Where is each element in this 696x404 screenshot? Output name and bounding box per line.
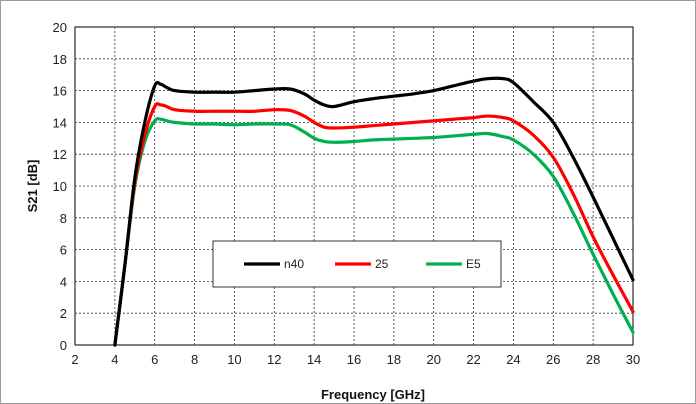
y-tick-label: 10 — [53, 179, 67, 194]
x-tick-label: 24 — [506, 352, 520, 367]
legend-label-25: 25 — [375, 257, 389, 271]
legend-label-n40: n40 — [284, 257, 304, 271]
y-tick-label: 12 — [53, 147, 67, 162]
plot-area — [74, 26, 634, 346]
x-tick-label: 6 — [151, 352, 158, 367]
x-tick-label: 14 — [307, 352, 321, 367]
x-tick-label: 12 — [267, 352, 281, 367]
y-tick-label: 6 — [60, 243, 67, 258]
x-tick-label: 28 — [586, 352, 600, 367]
series-line-25 — [113, 102, 635, 347]
x-tick-label: 22 — [466, 352, 480, 367]
y-tick-label: 4 — [60, 274, 67, 289]
x-tick-labels: 2 4 6 8 10 12 14 16 18 20 22 24 26 28 30 — [71, 352, 640, 367]
x-tick-label: 20 — [426, 352, 440, 367]
series-line-E5 — [113, 117, 635, 347]
x-tick-label: 4 — [111, 352, 118, 367]
y-tick-label: 20 — [53, 20, 67, 35]
y-tick-label: 0 — [60, 338, 67, 353]
x-tick-label: 30 — [626, 352, 640, 367]
y-tick-label: 2 — [60, 306, 67, 321]
y-tick-label: 18 — [53, 52, 67, 67]
x-tick-label: 26 — [546, 352, 560, 367]
series-layer — [113, 76, 635, 347]
x-tick-label: 18 — [387, 352, 401, 367]
x-tick-label: 10 — [227, 352, 241, 367]
x-tick-label: 2 — [71, 352, 78, 367]
y-tick-label: 16 — [53, 84, 67, 99]
x-tick-label: 8 — [191, 352, 198, 367]
x-tick-label: 16 — [347, 352, 361, 367]
legend-label-E5: E5 — [466, 257, 481, 271]
series-line-n40 — [113, 76, 635, 347]
y-tick-labels: 0 2 4 6 8 10 12 14 16 18 20 — [53, 20, 67, 353]
x-axis-title: Frequency [GHz] — [321, 387, 425, 402]
y-tick-label: 14 — [53, 115, 67, 130]
y-tick-label: 8 — [60, 211, 67, 226]
y-axis-title: S21 [dB] — [25, 160, 40, 213]
legend: n40 25 E5 — [212, 240, 502, 288]
